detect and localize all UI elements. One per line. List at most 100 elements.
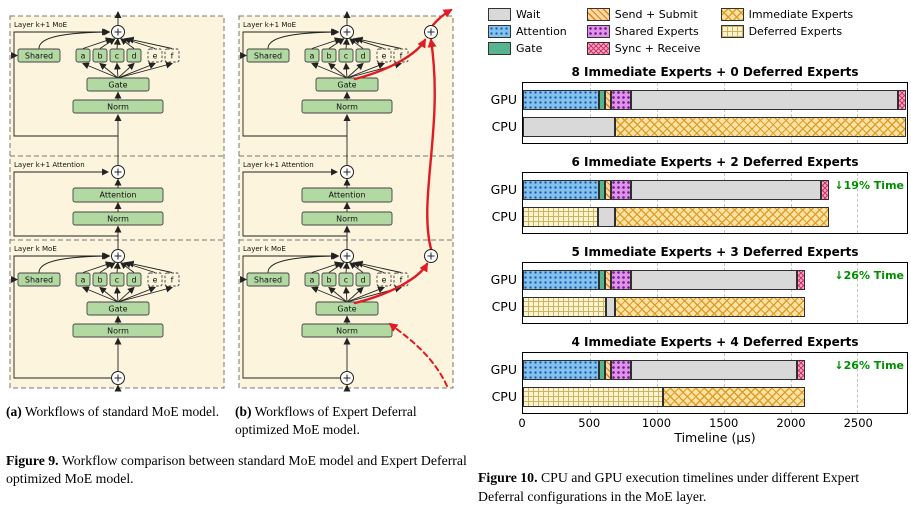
expert-box-e (376, 48, 392, 63)
svg-text:b: b (326, 52, 331, 61)
figure9: Layer k+1 MoE Shared a b c d e f Gate Norm Layer k… (6, 8, 472, 489)
figure9-subcaptions: (a) Workflows of standard MoE model. (b)… (6, 403, 472, 439)
caption-a: (a) Workflows of standard MoE model. (6, 403, 224, 439)
gridline (790, 263, 792, 323)
plot-area: GPU CPU (491, 82, 908, 144)
svg-text:b: b (97, 276, 102, 285)
moe-layer: Layer k MoE Shared a b c d e f Gate Norm (14, 245, 180, 338)
legend-label: Attention (516, 25, 567, 38)
svg-text:f: f (171, 276, 174, 285)
legend-label: Sync + Receive (614, 42, 701, 55)
bar-cpu-deferred-experts (523, 207, 598, 227)
bar-cpu-immediate-experts (615, 117, 906, 137)
plus-circle (340, 165, 354, 179)
chart-legend: Wait Attention Gate Send + Submit Shared Exp… (488, 8, 908, 55)
subplot-4: 4 Immediate Experts + 4 Deferred Experts… (478, 335, 908, 445)
svg-text:Norm: Norm (107, 327, 129, 336)
expert-box-e (147, 272, 163, 287)
bar-gpu-wait (631, 90, 898, 110)
caption-b-tag: (b) (235, 404, 252, 419)
bar-gpu-shared-experts (610, 360, 632, 380)
expert-box-b (321, 272, 337, 287)
x-tick-label: 1500 (709, 416, 739, 430)
gate-box (315, 301, 379, 316)
bar-gpu-attention (523, 90, 600, 110)
figure10-caption-tag: Figure 10. (478, 470, 538, 485)
svg-text:f: f (400, 52, 403, 61)
gridline (589, 353, 591, 413)
svg-text:b: b (326, 276, 331, 285)
legend-swatch-gate (488, 42, 511, 55)
expert-box-b (92, 48, 108, 63)
gate-box (315, 77, 379, 92)
layer-label: Layer k+1 MoE (14, 21, 67, 29)
caption-a-tag: (a) (6, 404, 22, 419)
row-label-gpu: GPU (490, 362, 517, 377)
svg-text:Attention: Attention (329, 191, 366, 200)
gridline (589, 173, 591, 233)
figure9-caption-tag: Figure 9. (6, 452, 59, 468)
legend-item-attention: Attention (488, 25, 567, 38)
svg-text:a: a (81, 52, 86, 61)
expert-box-d (126, 272, 142, 287)
expert-box-d (355, 48, 371, 63)
plot-area: GPU CPU ↓26% Time (491, 352, 908, 414)
gate-box (86, 301, 150, 316)
legend-swatch-send-submit (586, 8, 610, 21)
bar-gpu-attention (523, 180, 600, 200)
figure10-caption-text: CPU and GPU execution timelines under di… (478, 470, 860, 504)
svg-text:d: d (131, 52, 136, 61)
svg-text:e: e (153, 276, 158, 285)
bar-cpu-wait (597, 207, 616, 227)
bar-gpu-wait (631, 270, 798, 290)
gridline (723, 263, 725, 323)
row-label-gpu: GPU (490, 182, 517, 197)
row-label-gpu: GPU (490, 272, 517, 287)
bar-gpu-sync-receive (897, 90, 906, 110)
figure9-panel-b: Layer k+1 MoE Shared a b c d e f Gate Norm Layer k… (235, 8, 457, 394)
figure9-panels: Layer k+1 MoE Shared a b c d e f Gate Norm Layer k… (6, 8, 472, 394)
expert-box-a (75, 48, 91, 63)
moe-layer: Layer k MoE Shared a b c d e f Gate Norm (243, 245, 409, 338)
gridline (857, 353, 859, 413)
expert-box-c (338, 48, 354, 63)
time-reduction-annotation: ↓26% Time (834, 269, 904, 282)
plus-circle (111, 165, 125, 179)
row-label-cpu: CPU (491, 209, 517, 224)
gridline (723, 173, 725, 233)
svg-text:Gate: Gate (337, 305, 356, 314)
legend-label: Immediate Experts (748, 8, 854, 21)
gridline (790, 83, 792, 143)
caption-b: (b) Workflows of Expert Deferral optimiz… (235, 403, 453, 439)
legend-column: Wait Attention Gate (488, 8, 567, 55)
bar-gpu-gate (599, 180, 605, 200)
svg-text:a: a (81, 276, 86, 285)
caption-a-text: Workflows of standard MoE model. (24, 404, 220, 419)
moe-layer: Layer k+1 MoE Shared a b c d e f Gate Norm (14, 21, 180, 114)
time-reduction-annotation: ↓26% Time (834, 359, 904, 372)
svg-text:d: d (360, 52, 365, 61)
subplot-title: 4 Immediate Experts + 4 Deferred Experts (571, 335, 859, 349)
x-tick-label: 2000 (776, 416, 806, 430)
bar-gpu-wait (631, 180, 822, 200)
subplot-2: 6 Immediate Experts + 2 Deferred Experts… (478, 155, 908, 234)
row-label-cpu: CPU (491, 119, 517, 134)
bar-gpu-shared-experts (610, 270, 632, 290)
bar-gpu-shared-experts (610, 90, 632, 110)
chart-subplots: 8 Immediate Experts + 0 Deferred Experts… (478, 65, 908, 445)
bar-gpu-sync-receive (797, 360, 806, 380)
gate-box (86, 77, 150, 92)
bar-gpu-shared-experts (610, 180, 632, 200)
expert-box-a (75, 272, 91, 287)
plus-circle (111, 25, 125, 39)
legend-swatch-immediate-experts (720, 8, 744, 21)
svg-text:e: e (382, 276, 387, 285)
subplot-1: 8 Immediate Experts + 0 Deferred Experts… (478, 65, 908, 144)
svg-text:d: d (131, 276, 136, 285)
svg-text:Norm: Norm (336, 103, 358, 112)
legend-column: Send + Submit Shared Experts Sync + Receiv… (586, 8, 701, 55)
gridline (589, 83, 591, 143)
bar-cpu-immediate-experts (615, 207, 830, 227)
expert-box-b (321, 48, 337, 63)
layer-label: Layer k+1 MoE (243, 21, 296, 29)
